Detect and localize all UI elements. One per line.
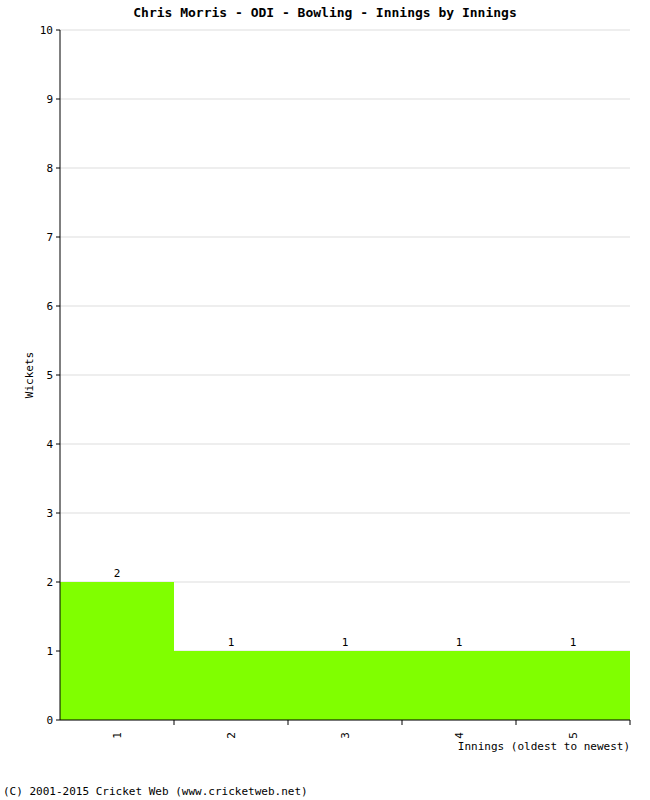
x-tick-label: 2 <box>225 732 238 739</box>
y-axis <box>60 30 61 720</box>
x-tick-label: 5 <box>567 732 580 739</box>
y-tick-label: 2 <box>46 576 53 589</box>
x-tick <box>402 720 403 725</box>
background <box>0 0 650 800</box>
y-tick <box>56 513 60 514</box>
y-tick <box>56 720 60 721</box>
chart: 0 1 2 3 4 5 6 7 8 9 10 2 1 1 1 1 1 2 3 4 5 Chris Morris - ODI… <box>0 0 650 800</box>
x-axis-label: Innings (oldest to newest) <box>458 740 630 753</box>
grid-line <box>60 99 630 100</box>
bar <box>402 651 516 720</box>
y-tick <box>56 375 60 376</box>
y-tick-label: 9 <box>46 93 53 106</box>
y-tick <box>56 237 60 238</box>
x-tick <box>516 720 517 725</box>
y-tick <box>56 444 60 445</box>
bar <box>174 651 288 720</box>
grid-line <box>60 168 630 169</box>
data-label: 1 <box>570 636 577 649</box>
y-tick <box>56 30 60 31</box>
data-label: 1 <box>456 636 463 649</box>
y-tick-label: 3 <box>46 507 53 520</box>
bar <box>288 651 402 720</box>
y-tick-label: 4 <box>46 438 53 451</box>
copyright: (C) 2001-2015 Cricket Web (www.cricketwe… <box>3 785 308 798</box>
grid-line <box>60 30 630 31</box>
x-tick <box>288 720 289 725</box>
bar <box>516 651 630 720</box>
bar <box>60 582 174 720</box>
data-label: 1 <box>228 636 235 649</box>
y-tick-label: 6 <box>46 300 53 313</box>
x-tick-label: 4 <box>453 732 466 739</box>
y-tick-label: 7 <box>46 231 53 244</box>
y-tick-label: 0 <box>46 714 53 727</box>
x-axis <box>60 720 630 721</box>
y-tick <box>56 306 60 307</box>
grid-line <box>60 513 630 514</box>
data-label: 2 <box>114 567 121 580</box>
bars <box>60 582 630 720</box>
y-tick <box>56 99 60 100</box>
y-tick-label: 10 <box>40 24 53 37</box>
grid-line <box>60 444 630 445</box>
grid-line <box>60 306 630 307</box>
grid-line <box>60 720 630 721</box>
grid-line <box>60 237 630 238</box>
title: Chris Morris - ODI - Bowling - Innings b… <box>133 5 517 20</box>
y-axis-label: Wickets <box>23 352 36 398</box>
y-tick-label: 8 <box>46 162 53 175</box>
x-tick <box>630 720 631 725</box>
x-tick <box>174 720 175 725</box>
y-tick <box>56 168 60 169</box>
data-label: 1 <box>342 636 349 649</box>
grid-line <box>60 375 630 376</box>
y-tick-label: 5 <box>46 369 53 382</box>
x-tick-label: 1 <box>111 732 124 739</box>
y-tick <box>56 651 60 652</box>
y-tick <box>56 582 60 583</box>
x-tick-label: 3 <box>339 732 352 739</box>
y-tick-label: 1 <box>46 645 53 658</box>
